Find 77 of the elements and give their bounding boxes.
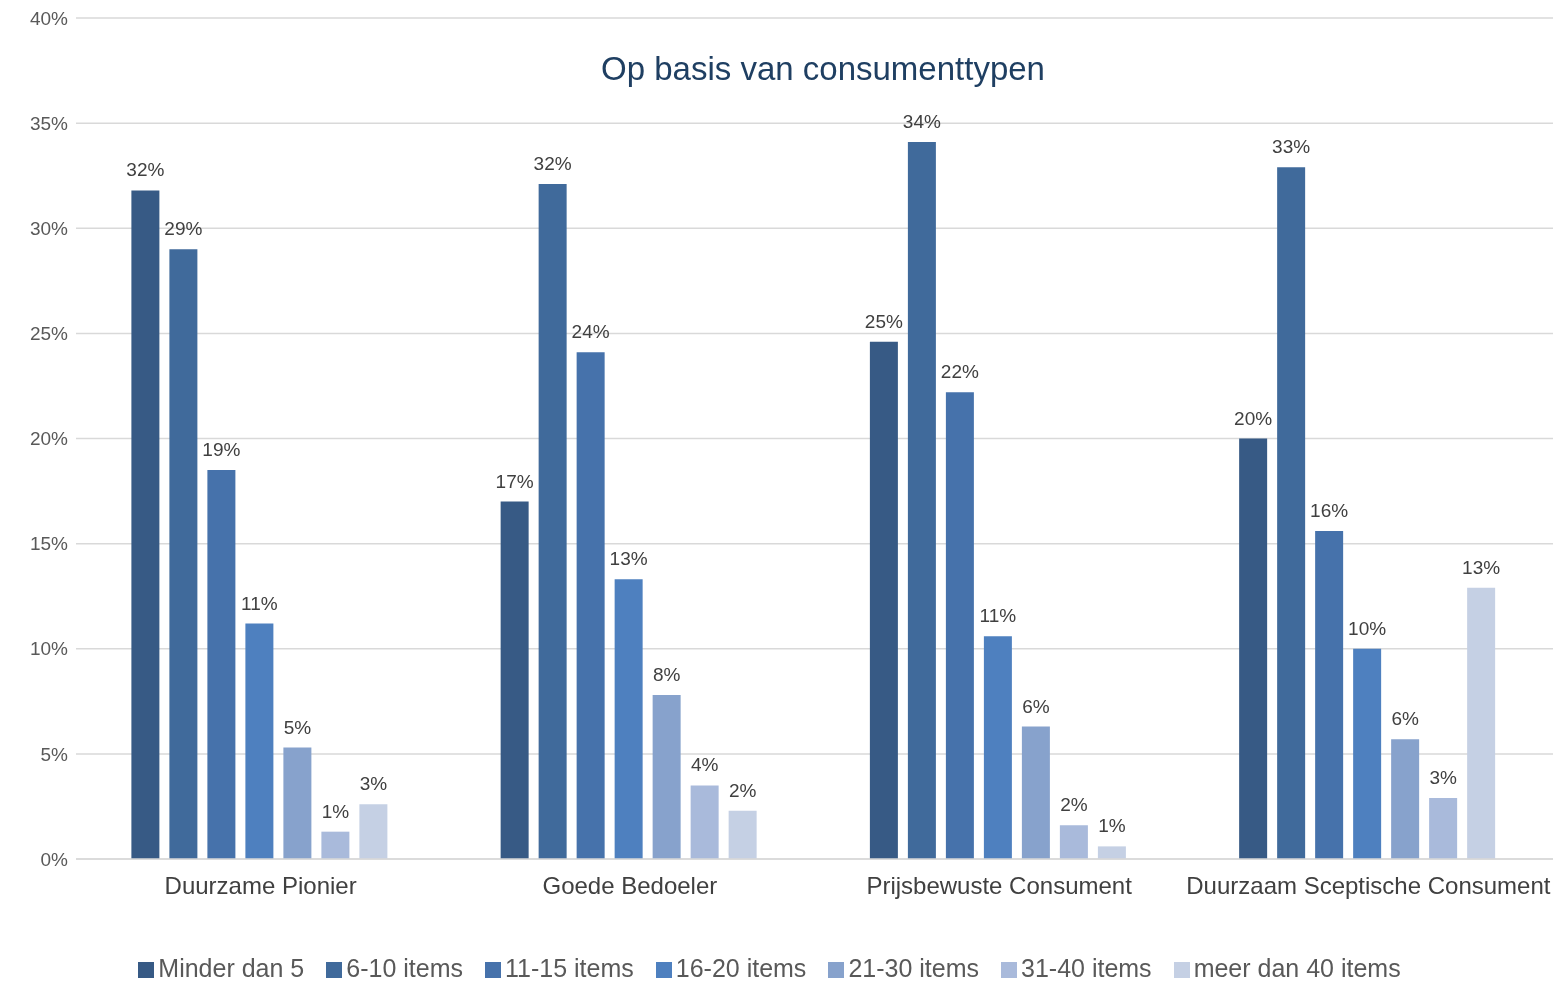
bar	[1391, 739, 1420, 859]
data-label: 5%	[283, 716, 312, 738]
data-label: 20%	[1234, 407, 1273, 429]
bar	[1467, 587, 1496, 859]
data-label: 13%	[609, 548, 648, 570]
data-label: 3%	[1429, 767, 1457, 789]
y-tick-label: 40%	[29, 7, 69, 29]
bar	[169, 249, 198, 859]
y-tick-label: 15%	[29, 533, 69, 555]
data-label: 34%	[902, 111, 942, 133]
legend-label: 11-15 items	[504, 954, 634, 982]
data-label: 6%	[1391, 708, 1419, 730]
bar	[500, 501, 529, 859]
data-label: 11%	[241, 592, 278, 614]
bar	[1353, 648, 1382, 859]
bar	[1059, 825, 1088, 859]
bar	[690, 785, 719, 859]
legend-label: 6-10 items	[346, 954, 463, 982]
bar	[359, 804, 388, 859]
legend-label: 21-30 items	[848, 954, 979, 982]
bar	[907, 142, 936, 859]
data-label: 33%	[1272, 136, 1311, 158]
bar	[945, 392, 974, 859]
bar	[1239, 438, 1268, 859]
y-tick-label: 30%	[29, 217, 69, 239]
data-label: 25%	[864, 310, 904, 332]
data-label: 32%	[126, 159, 165, 181]
data-label: 16%	[1310, 500, 1349, 522]
bar	[652, 695, 681, 859]
y-tick-label: 10%	[29, 638, 69, 660]
bar	[245, 623, 274, 859]
legend-label: 31-40 items	[1021, 954, 1152, 982]
data-label: 2%	[1060, 794, 1088, 816]
data-label: 4%	[690, 754, 719, 776]
y-tick-label: 0%	[40, 848, 69, 870]
bar	[614, 579, 643, 859]
data-label: 24%	[571, 321, 610, 343]
bar	[1277, 167, 1306, 859]
bar	[283, 747, 312, 859]
bar	[576, 352, 605, 859]
text: Op basis van consumenttypen	[600, 50, 1046, 88]
x-tick-label: Duurzame Pionier	[164, 872, 357, 900]
y-tick-label: 5%	[40, 743, 69, 765]
data-label: 11%	[979, 605, 1017, 627]
bar	[538, 184, 567, 859]
data-label: 6%	[1022, 695, 1050, 717]
bar	[321, 831, 350, 859]
bar	[869, 341, 898, 859]
bar	[1315, 531, 1344, 859]
x-tick-label: Prijsbewuste Consument	[866, 872, 1133, 900]
data-label: 13%	[1462, 556, 1501, 578]
data-label: 1%	[321, 800, 350, 822]
data-label: 1%	[1098, 815, 1126, 837]
x-tick-label: Duurzaam Sceptische Consument	[1186, 872, 1551, 900]
legend-label: 16-20 items	[675, 954, 807, 982]
bar	[983, 636, 1012, 859]
data-label: 17%	[495, 470, 534, 492]
data-label: 8%	[652, 664, 681, 686]
bar	[207, 470, 236, 859]
bar	[1097, 846, 1126, 859]
data-label: 29%	[164, 218, 203, 240]
data-label: 22%	[940, 361, 980, 383]
y-tick-label: 35%	[29, 112, 69, 134]
bar	[728, 810, 757, 859]
data-label: 3%	[359, 773, 388, 795]
data-label: 19%	[202, 439, 241, 461]
legend-label: meer dan 40 items	[1193, 954, 1401, 982]
y-tick-label: 20%	[29, 428, 69, 450]
bar	[131, 190, 160, 859]
y-tick-label: 25%	[29, 323, 69, 345]
bar	[1429, 798, 1458, 859]
data-label: 10%	[1348, 617, 1387, 639]
data-label: 32%	[533, 153, 572, 175]
x-tick-label: Goede Bedoeler	[542, 872, 718, 900]
bar	[1021, 726, 1050, 859]
data-label: 2%	[728, 779, 757, 801]
legend-label: Minder dan 5	[158, 954, 305, 982]
